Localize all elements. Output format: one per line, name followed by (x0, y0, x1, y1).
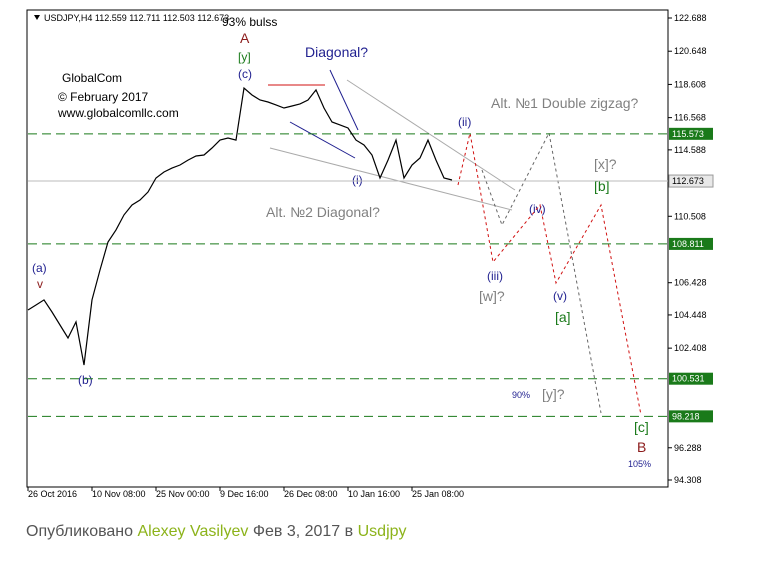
annotation: [w]? (479, 288, 505, 304)
level-box (669, 410, 713, 423)
current-price-box (668, 174, 714, 188)
x-tick-label: 25 Jan 08:00 (412, 489, 464, 499)
annotation: (c) (238, 67, 252, 81)
annotation: (b) (78, 373, 93, 387)
annotations: 93% bulss A [y] (c) Diagonal? GlobalCom … (32, 15, 651, 469)
y-tick-label: 114.588 (674, 145, 706, 155)
x-tick-label: 25 Nov 00:00 (156, 489, 210, 499)
annotation: Alt. №2 Diagonal? (266, 204, 380, 220)
annotation: [c] (634, 419, 649, 435)
x-tick-label: 9 Dec 16:00 (220, 489, 269, 499)
y-tick-label: 116.568 (674, 113, 706, 123)
annotation: B (637, 439, 646, 455)
annotation: (iii) (487, 269, 503, 283)
header: USDJPY,H4 112.559 112.711 112.503 112.67… (44, 13, 229, 23)
y-tick-label: 104.448 (674, 310, 707, 320)
annotation: © February 2017 (58, 90, 149, 104)
annotation: 105% (628, 459, 651, 469)
author-link[interactable]: Alexey Vasilyev (137, 523, 249, 540)
annotation: www.globalcomllc.com (57, 106, 179, 120)
projection-path (481, 131, 602, 414)
annotation: [y] (238, 50, 251, 64)
diagonal-line (289, 121, 356, 159)
projection-path (457, 132, 642, 416)
level-label: 98.218 (672, 411, 700, 421)
annotation: [a] (555, 309, 571, 325)
footer-date: Фев 3, 2017 в (252, 523, 354, 540)
y-tick-label: 120.648 (674, 46, 707, 56)
y-tick-label: 102.408 (674, 343, 707, 353)
level-box (669, 127, 713, 140)
annotation: (ii) (458, 115, 471, 129)
level-label: 115.573 (672, 129, 704, 139)
gray-trendline (269, 147, 513, 211)
annotation: GlobalCom (62, 71, 122, 85)
annotation: Alt. №1 Double zigzag? (491, 95, 639, 111)
price-line (27, 86, 453, 366)
drawings (268, 69, 642, 416)
symbol-link[interactable]: Usdjpy (357, 523, 407, 540)
footer-prefix: Опубликовано (26, 523, 134, 540)
y-tick-label: 118.608 (674, 79, 706, 89)
y-tick-label: 96.288 (674, 443, 702, 453)
x-tick-label: 10 Nov 08:00 (92, 489, 146, 499)
y-tick-label: 110.508 (674, 211, 706, 221)
gray-trendline (346, 79, 516, 191)
y-tick-label: 122.688 (674, 13, 707, 23)
menu-icon (34, 15, 40, 20)
annotation: [b] (594, 178, 610, 194)
level-label: 100.531 (672, 374, 705, 384)
annotation: (i) (352, 173, 363, 187)
x-tick-label: 26 Oct 2016 (28, 489, 77, 499)
plot-frame (26, 9, 669, 488)
footer: Опубликовано Alexey Vasilyev Фев 3, 2017… (26, 523, 407, 541)
chart: USDJPY,H4 112.559 112.711 112.503 112.67… (26, 9, 714, 499)
level-label: 108.811 (672, 239, 704, 249)
annotation: (a) (32, 261, 47, 275)
annotation: Diagonal? (305, 44, 368, 60)
annotation: A (240, 30, 250, 46)
level-box (669, 237, 713, 250)
x-tick-label: 10 Jan 16:00 (348, 489, 400, 499)
annotation: (v) (553, 289, 567, 303)
level-box (669, 372, 713, 385)
annotation: 90% (512, 390, 530, 400)
current-price-label: 112.673 (672, 176, 704, 186)
y-tick-label: 94.308 (674, 475, 702, 485)
y-tick-label: 106.428 (674, 278, 707, 288)
annotation: v (37, 277, 43, 291)
diagonal-line (329, 69, 359, 131)
annotation: [x]? (594, 156, 617, 172)
x-tick-label: 26 Dec 08:00 (284, 489, 338, 499)
annotation: 93% bulss (222, 15, 277, 29)
annotation: [y]? (542, 386, 565, 402)
